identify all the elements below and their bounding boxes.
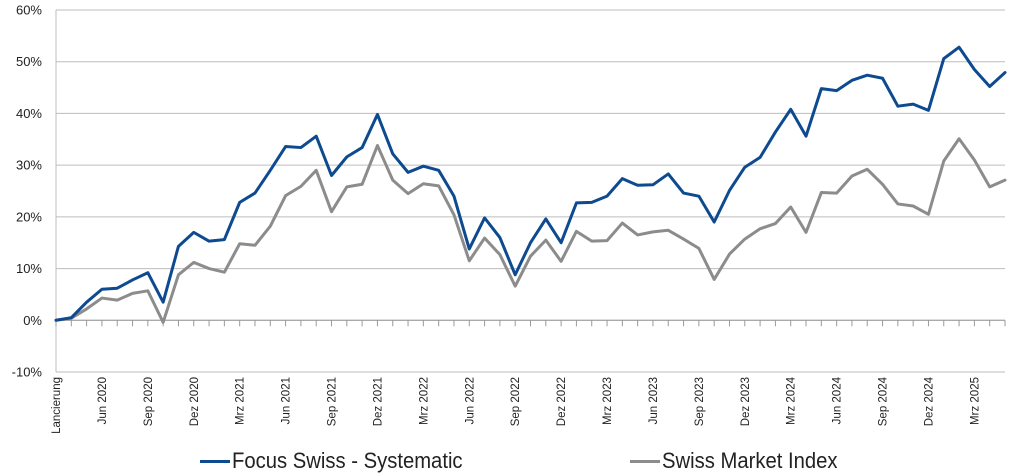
x-tick-label: Jun 2023 xyxy=(648,377,660,424)
x-tick-label: Mrz 2022 xyxy=(418,377,430,425)
legend-label-focus-swiss: Focus Swiss - Systematic xyxy=(232,448,463,473)
x-tick-label: Jun 2020 xyxy=(97,377,109,424)
x-tick-label: Sep 2020 xyxy=(143,377,155,426)
line-chart: -10% 0% 10% 20% 30% 40% 50% 60% Lancierung Jun 2… xyxy=(12,3,1007,434)
x-tick-label: Dez 2024 xyxy=(923,376,935,426)
x-tick-label: Dez 2021 xyxy=(372,377,384,426)
x-tick-label: Dez 2023 xyxy=(740,377,752,426)
x-tick-label: Jun 2022 xyxy=(464,377,476,424)
x-tick-label: Sep 2024 xyxy=(878,376,890,426)
y-tick-label: 0% xyxy=(23,313,42,328)
y-tick-label: 30% xyxy=(16,158,42,173)
series-line-0 xyxy=(54,45,1007,322)
y-axis: -10% 0% 10% 20% 30% 40% 50% 60% xyxy=(12,3,43,380)
legend-swatch-focus-swiss xyxy=(200,459,230,463)
gridlines xyxy=(55,9,1005,373)
x-tick-label: Dez 2022 xyxy=(556,377,568,426)
x-tick-label: Mrz 2023 xyxy=(602,377,614,425)
legend-item-focus-swiss: Focus Swiss - Systematic xyxy=(200,446,483,476)
legend-item-smi: Swiss Market Index xyxy=(630,446,853,476)
legend-swatch-smi xyxy=(630,459,660,463)
y-tick-label: 50% xyxy=(16,54,42,69)
legend: Focus Swiss - Systematic Swiss Market In… xyxy=(0,446,1024,476)
x-tick-label: Sep 2021 xyxy=(327,377,339,426)
x-tick-label: Sep 2022 xyxy=(510,377,522,426)
y-tick-label: 40% xyxy=(16,106,42,121)
series-lines xyxy=(54,45,1007,324)
x-tick-label: Lancierung xyxy=(51,377,63,434)
y-tick-label: 60% xyxy=(16,3,42,18)
x-tick-label: Jun 2024 xyxy=(832,376,844,424)
x-tick-label: Mrz 2025 xyxy=(969,377,981,425)
y-tick-label: -10% xyxy=(12,365,43,380)
x-tick-label: Jun 2021 xyxy=(281,377,293,424)
x-tick-label: Mrz 2021 xyxy=(235,377,247,425)
y-tick-label: 20% xyxy=(16,209,42,224)
series-line-1 xyxy=(54,137,1007,324)
x-axis: Lancierung Jun 2020 Sep 2020 Dez 2020 Mrz 20… xyxy=(51,319,1006,434)
legend-label-smi: Swiss Market Index xyxy=(662,448,838,473)
x-tick-label: Sep 2023 xyxy=(694,377,706,426)
y-tick-label: 10% xyxy=(16,261,42,276)
x-tick-label: Dez 2020 xyxy=(189,377,201,426)
x-tick-label: Mrz 2024 xyxy=(786,376,798,425)
